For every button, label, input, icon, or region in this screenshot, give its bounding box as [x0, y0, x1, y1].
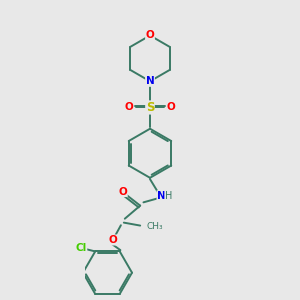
Text: H: H	[165, 191, 172, 201]
Text: O: O	[118, 187, 127, 196]
Text: N: N	[157, 191, 166, 201]
Text: O: O	[108, 235, 117, 245]
Text: CH₃: CH₃	[147, 222, 164, 231]
Text: O: O	[146, 31, 154, 40]
Text: S: S	[146, 101, 154, 114]
Text: O: O	[167, 103, 176, 112]
Text: Cl: Cl	[76, 243, 87, 253]
Text: O: O	[124, 103, 133, 112]
Text: N: N	[146, 76, 154, 86]
